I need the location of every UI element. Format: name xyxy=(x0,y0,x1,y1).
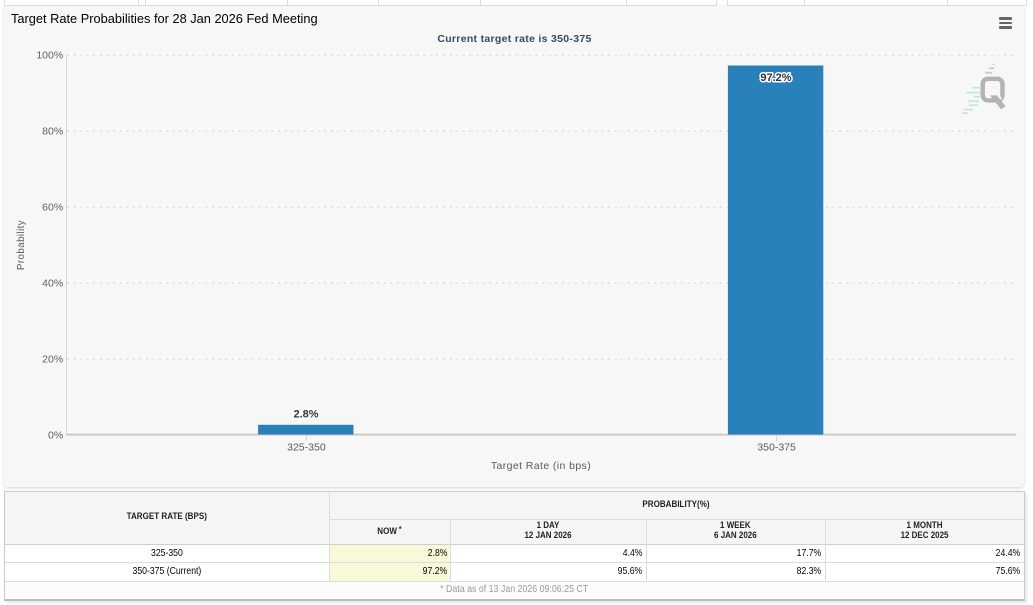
svg-text:80%: 80% xyxy=(42,125,63,137)
svg-text:100%: 100% xyxy=(36,49,63,61)
svg-text:Target Rate (in bps): Target Rate (in bps) xyxy=(491,460,591,472)
svg-text:325-350: 325-350 xyxy=(287,442,326,454)
svg-text:97.2%: 97.2% xyxy=(760,72,791,84)
svg-text:0%: 0% xyxy=(48,429,63,441)
svg-text:350-375: 350-375 xyxy=(757,442,796,454)
svg-text:2.8%: 2.8% xyxy=(293,409,318,421)
svg-text:Probability: Probability xyxy=(16,220,27,270)
svg-text:20%: 20% xyxy=(42,353,63,365)
svg-text:60%: 60% xyxy=(42,201,63,213)
svg-text:40%: 40% xyxy=(42,277,63,289)
